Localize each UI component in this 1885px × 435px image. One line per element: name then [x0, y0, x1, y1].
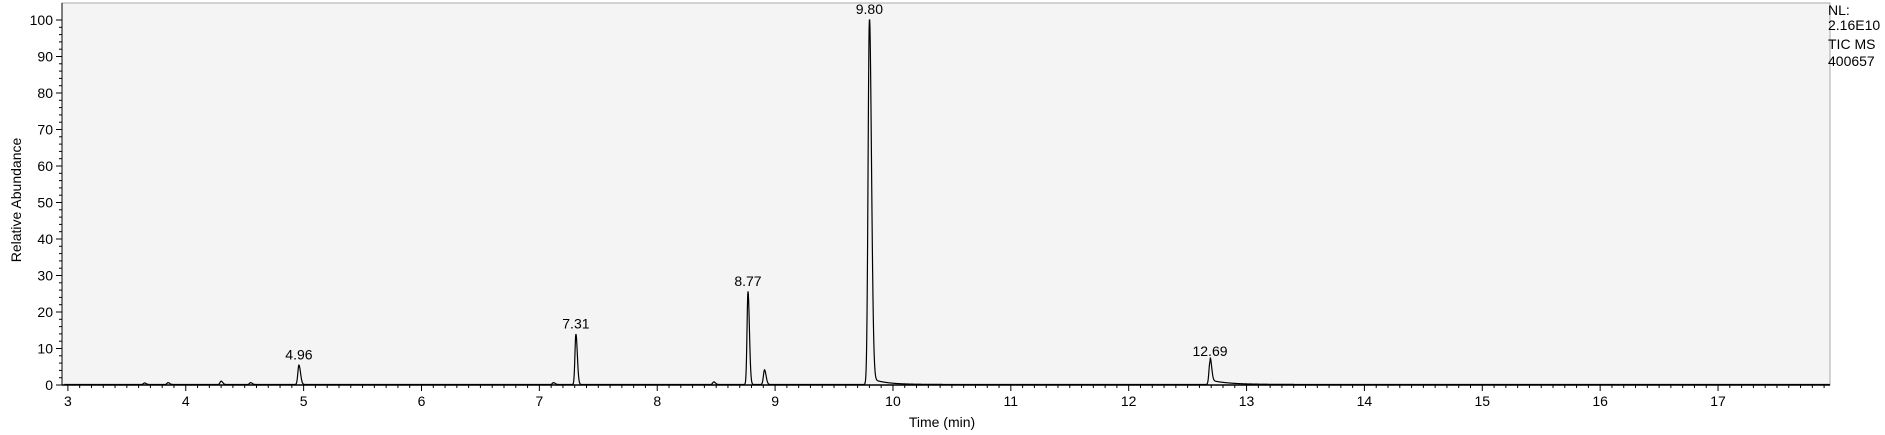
y-tick-label: 60	[37, 158, 53, 174]
y-tick-label: 80	[37, 85, 53, 101]
y-tick-label: 50	[37, 195, 53, 211]
x-tick-label: 16	[1592, 393, 1608, 409]
y-tick-label: 70	[37, 122, 53, 138]
peak-label: 4.96	[285, 347, 312, 363]
x-tick-label: 11	[1004, 393, 1019, 409]
x-tick-label: 8	[653, 393, 661, 409]
x-tick-label: 12	[1121, 393, 1137, 409]
y-tick-label: 10	[37, 341, 53, 357]
y-tick-label: 40	[37, 231, 53, 247]
x-tick-label: 7	[535, 393, 543, 409]
y-axis: 0 10 20 30 40 50 60 70 80 90 100	[30, 12, 62, 393]
x-tick-label: 4	[182, 393, 190, 409]
sample-name: 400657	[1828, 53, 1875, 69]
x-tick-label: 17	[1710, 393, 1726, 409]
x-tick-label: 15	[1475, 393, 1491, 409]
nl-value: 2.16E10	[1828, 17, 1880, 33]
x-axis: 3 4 5 6 7 8 9 10 11 12 13 14 15 16 17	[64, 385, 1825, 409]
nl-label: NL:	[1828, 2, 1850, 18]
scan-filter: TIC MS	[1828, 36, 1875, 52]
x-tick-label: 14	[1357, 393, 1373, 409]
x-tick-label: 3	[64, 393, 72, 409]
x-tick-label: 9	[771, 393, 779, 409]
peak-label: 8.77	[734, 273, 761, 289]
peak-label: 9.80	[856, 1, 883, 17]
peak-label: 12.69	[1192, 343, 1227, 359]
y-tick-label: 30	[37, 268, 53, 284]
y-tick-label: 20	[37, 304, 53, 320]
peak-labels: 4.96 7.31 8.77 9.80 12.69	[285, 1, 1227, 363]
x-tick-label: 10	[885, 393, 901, 409]
plot-area	[61, 2, 1831, 386]
y-tick-label: 100	[30, 12, 54, 28]
x-tick-label: 6	[418, 393, 426, 409]
y-axis-title: Relative Abundance	[8, 138, 24, 263]
y-tick-label: 90	[37, 49, 53, 65]
y-tick-label: 0	[45, 377, 53, 393]
peak-label: 7.31	[562, 316, 589, 332]
x-tick-label: 5	[300, 393, 308, 409]
x-axis-title: Time (min)	[909, 414, 975, 430]
x-tick-label: 13	[1239, 393, 1255, 409]
